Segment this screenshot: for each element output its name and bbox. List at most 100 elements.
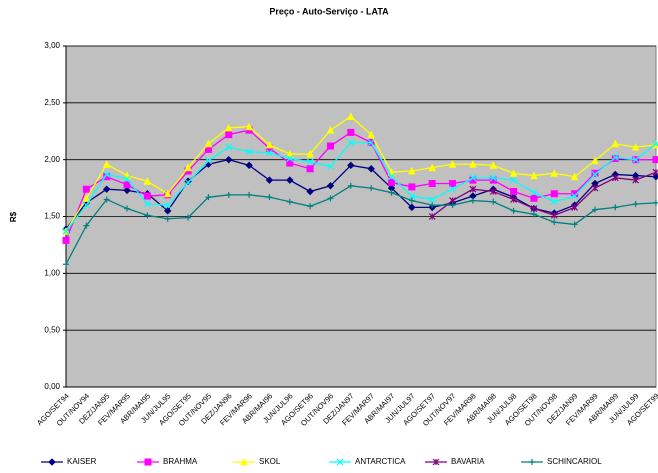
- marker: [509, 169, 518, 177]
- marker: [570, 172, 579, 181]
- marker: [388, 189, 395, 196]
- marker: [408, 183, 416, 191]
- marker: [266, 149, 273, 157]
- series-line: [431, 171, 657, 218]
- marker: [510, 207, 517, 214]
- marker: [347, 128, 355, 136]
- marker: [612, 204, 619, 211]
- marker: [245, 148, 253, 156]
- marker: [510, 196, 518, 203]
- series-line: [65, 115, 657, 232]
- marker: [632, 176, 640, 184]
- marker: [103, 171, 111, 178]
- marker: [102, 160, 111, 168]
- legend-label: ANTARCTICA: [355, 457, 406, 466]
- marker: [225, 143, 233, 151]
- y-tick-label: 1,50: [44, 212, 60, 221]
- marker: [571, 221, 578, 228]
- marker: [530, 171, 538, 180]
- marker: [428, 163, 437, 172]
- marker: [449, 185, 456, 193]
- marker: [632, 156, 640, 164]
- marker: [205, 194, 212, 201]
- marker: [591, 184, 599, 192]
- marker: [265, 140, 274, 149]
- marker: [469, 185, 477, 193]
- marker: [510, 176, 518, 184]
- marker: [550, 211, 558, 219]
- marker: [551, 219, 558, 226]
- marker: [448, 160, 457, 168]
- marker: [652, 140, 658, 148]
- marker: [204, 145, 212, 153]
- marker: [184, 163, 192, 172]
- marker: [550, 169, 559, 177]
- marker: [611, 139, 620, 148]
- marker: [266, 194, 273, 201]
- marker: [124, 205, 131, 212]
- marker: [529, 459, 535, 465]
- marker: [591, 156, 599, 165]
- marker: [490, 198, 497, 205]
- marker: [530, 189, 538, 197]
- marker: [306, 149, 314, 158]
- marker: [611, 155, 619, 163]
- marker: [611, 153, 619, 161]
- marker: [408, 166, 416, 175]
- series-line: [65, 185, 657, 265]
- marker: [143, 200, 151, 208]
- marker: [306, 187, 314, 196]
- marker: [652, 173, 658, 181]
- marker: [102, 185, 111, 193]
- marker: [367, 139, 375, 147]
- marker: [571, 203, 579, 211]
- marker: [449, 180, 457, 188]
- marker: [82, 201, 90, 209]
- y-tick-label: 1,00: [44, 268, 60, 277]
- marker: [123, 175, 131, 183]
- marker: [327, 195, 334, 202]
- marker: [143, 192, 151, 200]
- marker: [286, 176, 294, 184]
- y-tick-label: 0,00: [44, 382, 60, 391]
- marker: [285, 149, 294, 158]
- marker: [163, 189, 172, 198]
- marker: [469, 197, 476, 204]
- y-tick-label: 2,50: [44, 98, 60, 107]
- series-line: [65, 158, 657, 230]
- marker: [246, 191, 253, 198]
- marker: [449, 202, 456, 209]
- marker: [489, 161, 498, 169]
- marker: [286, 198, 293, 205]
- y-tick-label: 0,50: [44, 325, 60, 334]
- marker: [368, 185, 375, 192]
- legend-label: SCHINCARIOL: [547, 457, 602, 466]
- marker: [307, 203, 314, 210]
- marker: [347, 182, 354, 189]
- series-line: [65, 141, 657, 232]
- marker: [326, 182, 335, 190]
- marker: [225, 155, 233, 164]
- marker: [652, 156, 658, 164]
- marker: [327, 163, 334, 170]
- marker: [204, 157, 212, 165]
- marker: [144, 458, 152, 466]
- marker: [428, 196, 436, 203]
- marker: [408, 203, 416, 212]
- marker: [184, 178, 192, 186]
- marker: [611, 174, 619, 182]
- marker: [347, 112, 355, 120]
- marker: [550, 198, 558, 206]
- marker: [83, 222, 90, 229]
- marker: [388, 173, 395, 181]
- marker: [286, 155, 294, 162]
- marker: [164, 215, 171, 222]
- marker: [144, 212, 151, 219]
- marker: [245, 161, 253, 170]
- y-tick-label: 3,00: [44, 41, 60, 50]
- legend-label: KAISER: [67, 457, 97, 466]
- marker: [336, 458, 344, 466]
- marker: [48, 458, 56, 466]
- marker: [591, 169, 599, 177]
